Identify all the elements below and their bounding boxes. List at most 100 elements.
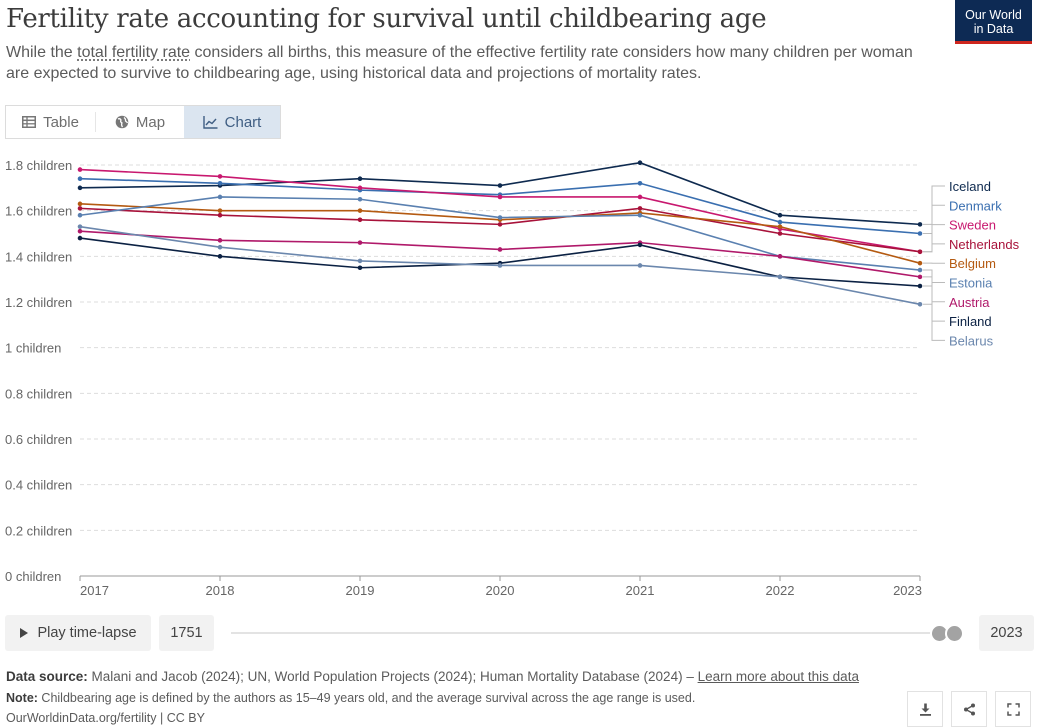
data-point-sweden[interactable] bbox=[637, 194, 643, 200]
download-button[interactable] bbox=[907, 691, 943, 727]
data-point-finland[interactable] bbox=[77, 235, 83, 241]
data-point-austria[interactable] bbox=[357, 240, 363, 245]
tab-table[interactable]: Table bbox=[6, 112, 96, 132]
logo-line-2: in Data bbox=[973, 22, 1014, 36]
data-point-estonia[interactable] bbox=[497, 215, 503, 220]
timeline-start-year[interactable]: 1751 bbox=[159, 615, 214, 651]
data-point-austria[interactable] bbox=[217, 238, 223, 243]
data-point-estonia[interactable] bbox=[77, 212, 83, 218]
legend-label-sweden[interactable]: Sweden bbox=[949, 218, 996, 233]
data-point-belarus[interactable] bbox=[357, 258, 363, 264]
data-point-netherlands[interactable] bbox=[497, 222, 503, 227]
data-point-estonia[interactable] bbox=[357, 196, 363, 202]
data-point-belarus[interactable] bbox=[777, 274, 783, 280]
timeline-track[interactable] bbox=[231, 632, 953, 634]
data-point-finland[interactable] bbox=[637, 242, 643, 248]
learn-more-link[interactable]: Learn more about this data bbox=[697, 669, 859, 684]
total-fertility-rate-link[interactable]: total fertility rate bbox=[77, 44, 191, 61]
tab-chart[interactable]: Chart bbox=[184, 106, 280, 138]
data-point-estonia[interactable] bbox=[637, 212, 643, 218]
data-point-estonia[interactable] bbox=[217, 194, 223, 200]
y-tick-label: 0.8 children bbox=[5, 386, 72, 401]
x-tick-label: 2018 bbox=[206, 583, 235, 598]
note-label: Note: bbox=[6, 691, 38, 705]
data-point-denmark[interactable] bbox=[217, 180, 223, 186]
legend-label-iceland[interactable]: Iceland bbox=[949, 179, 991, 194]
legend-label-netherlands[interactable]: Netherlands bbox=[949, 237, 1020, 252]
legend-label-belarus[interactable]: Belarus bbox=[949, 333, 994, 348]
chart-title: Fertility rate accounting for survival u… bbox=[6, 4, 767, 34]
data-point-belgium[interactable] bbox=[357, 208, 363, 213]
legend-connector bbox=[923, 276, 945, 303]
legend-label-estonia[interactable]: Estonia bbox=[949, 276, 993, 291]
data-point-iceland[interactable] bbox=[777, 212, 783, 218]
timeline-end-handle[interactable] bbox=[945, 624, 964, 643]
data-point-sweden[interactable] bbox=[497, 194, 503, 200]
data-point-denmark[interactable] bbox=[637, 180, 643, 186]
data-point-austria[interactable] bbox=[77, 228, 83, 234]
data-point-austria[interactable] bbox=[777, 254, 783, 259]
table-icon bbox=[22, 116, 37, 128]
y-tick-label: 1.4 children bbox=[5, 249, 72, 264]
share-button[interactable] bbox=[951, 691, 987, 727]
x-tick-label: 2023 bbox=[893, 583, 922, 598]
fullscreen-button[interactable] bbox=[995, 691, 1031, 727]
y-tick-label: 1.2 children bbox=[5, 295, 72, 310]
data-point-finland[interactable] bbox=[357, 265, 363, 271]
x-tick-label: 2020 bbox=[486, 583, 515, 598]
data-point-sweden[interactable] bbox=[77, 167, 83, 172]
y-tick-label: 0.6 children bbox=[5, 432, 72, 447]
legend-label-austria[interactable]: Austria bbox=[949, 295, 990, 310]
data-point-belarus[interactable] bbox=[217, 244, 223, 250]
data-point-finland[interactable] bbox=[917, 283, 923, 289]
data-point-sweden[interactable] bbox=[217, 174, 223, 179]
download-icon bbox=[919, 703, 931, 716]
legend-connector bbox=[923, 285, 945, 322]
data-point-netherlands[interactable] bbox=[917, 249, 923, 255]
data-point-netherlands[interactable] bbox=[357, 217, 363, 223]
data-point-austria[interactable] bbox=[917, 274, 923, 280]
data-source-label: Data source: bbox=[6, 669, 88, 684]
data-point-iceland[interactable] bbox=[917, 222, 923, 227]
data-point-iceland[interactable] bbox=[77, 185, 83, 191]
tab-table-label: Table bbox=[43, 113, 79, 131]
x-tick-label: 2022 bbox=[766, 583, 795, 598]
data-point-netherlands[interactable] bbox=[77, 206, 83, 211]
data-point-austria[interactable] bbox=[497, 247, 503, 252]
data-point-netherlands[interactable] bbox=[777, 231, 783, 236]
data-point-denmark[interactable] bbox=[77, 176, 83, 181]
play-icon bbox=[20, 628, 29, 638]
data-point-finland[interactable] bbox=[217, 254, 223, 259]
data-point-estonia[interactable] bbox=[917, 267, 923, 273]
data-point-netherlands[interactable] bbox=[637, 206, 643, 211]
legend-connector bbox=[923, 269, 945, 283]
data-point-belarus[interactable] bbox=[637, 263, 643, 268]
play-timelapse-button[interactable]: Play time-lapse bbox=[5, 615, 151, 651]
data-point-sweden[interactable] bbox=[357, 185, 363, 191]
data-point-iceland[interactable] bbox=[357, 176, 363, 181]
owid-logo[interactable]: Our World in Data bbox=[955, 0, 1032, 44]
data-point-belarus[interactable] bbox=[917, 301, 923, 307]
legend-label-finland[interactable]: Finland bbox=[949, 314, 992, 329]
data-point-belgium[interactable] bbox=[217, 208, 223, 213]
data-point-denmark[interactable] bbox=[917, 231, 923, 236]
data-point-denmark[interactable] bbox=[777, 219, 783, 225]
data-point-belarus[interactable] bbox=[497, 263, 503, 268]
data-point-iceland[interactable] bbox=[637, 160, 643, 166]
data-point-belarus[interactable] bbox=[77, 224, 83, 229]
data-point-belgium[interactable] bbox=[77, 201, 83, 207]
chart-credit: OurWorldinData.org/fertility | CC BY bbox=[6, 711, 205, 725]
view-tabs: Table Map Chart bbox=[5, 105, 281, 139]
data-point-iceland[interactable] bbox=[497, 183, 503, 188]
data-point-belgium[interactable] bbox=[917, 260, 923, 266]
share-icon bbox=[963, 703, 975, 715]
timeline-end-year[interactable]: 2023 bbox=[979, 615, 1034, 651]
legend-label-denmark[interactable]: Denmark bbox=[949, 198, 1002, 213]
tab-map[interactable]: Map bbox=[96, 106, 184, 138]
data-point-belgium[interactable] bbox=[777, 224, 783, 229]
legend-connector bbox=[923, 204, 945, 234]
y-tick-label: 1 children bbox=[5, 341, 61, 356]
data-point-netherlands[interactable] bbox=[217, 212, 223, 218]
legend-label-belgium[interactable]: Belgium bbox=[949, 256, 996, 271]
x-tick-label: 2017 bbox=[80, 583, 109, 598]
